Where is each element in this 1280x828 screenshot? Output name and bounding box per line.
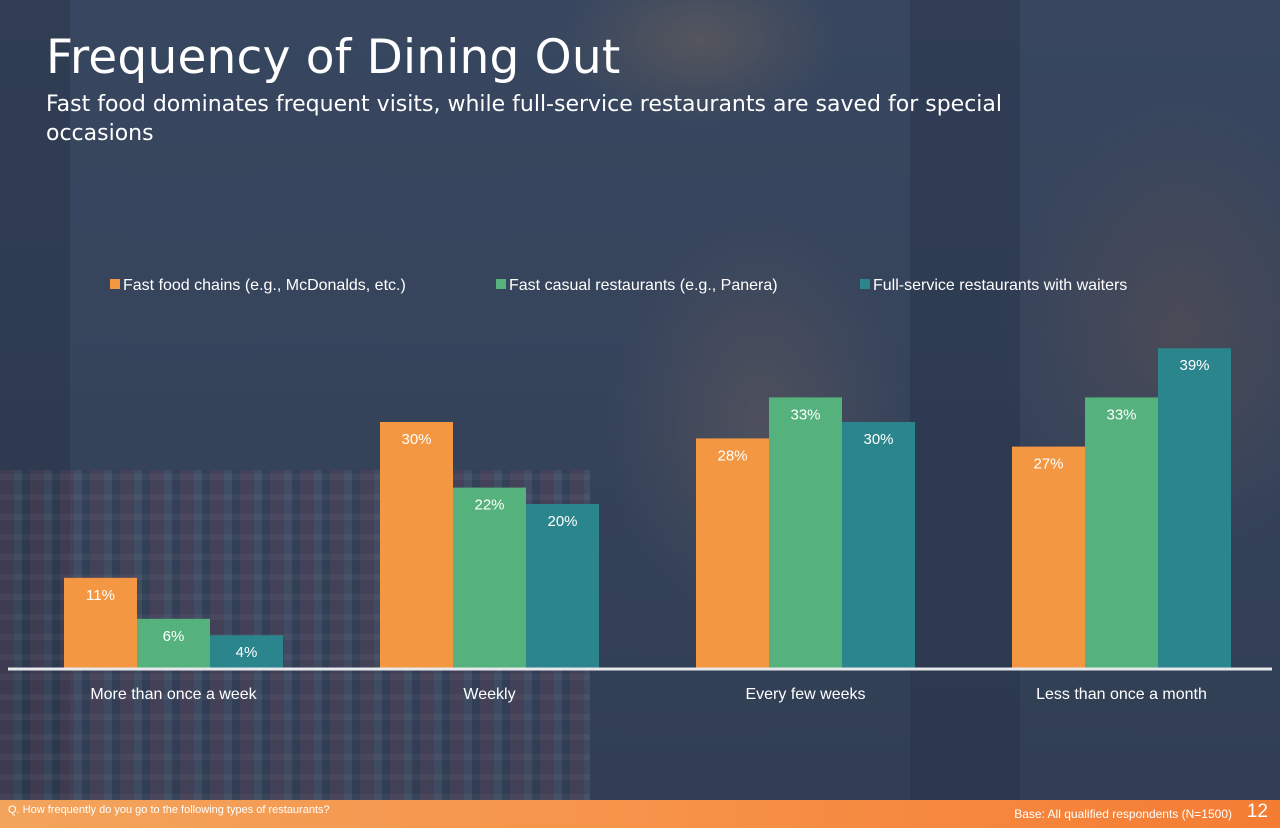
bar bbox=[137, 618, 210, 668]
bar bbox=[842, 422, 915, 668]
bar-value-label: 22% bbox=[474, 497, 504, 514]
survey-question: Q. How frequently do you go to the follo… bbox=[8, 804, 330, 816]
bar bbox=[210, 635, 283, 668]
bar bbox=[380, 422, 453, 668]
category-label: Weekly bbox=[463, 686, 515, 703]
bar-value-label: 6% bbox=[163, 628, 185, 645]
bar bbox=[1158, 348, 1231, 668]
bar-value-label: 33% bbox=[1106, 406, 1136, 423]
legend-label: Full-service restaurants with waiters bbox=[873, 277, 1127, 294]
slide-subtitle: Fast food dominates frequent visits, whi… bbox=[46, 92, 1002, 146]
bar bbox=[696, 438, 769, 668]
bar-chart: Fast food chains (e.g., McDonalds, etc.)… bbox=[8, 277, 1272, 703]
bar-value-label: 20% bbox=[547, 513, 577, 530]
bar-value-label: 33% bbox=[790, 406, 820, 423]
page-number: 12 bbox=[1246, 801, 1268, 822]
bar-value-label: 30% bbox=[863, 431, 893, 448]
bar-value-label: 28% bbox=[717, 447, 747, 464]
base-note: Base: All qualified respondents (N=1500) bbox=[1014, 807, 1232, 821]
bar bbox=[769, 397, 842, 668]
legend-label: Fast casual restaurants (e.g., Panera) bbox=[509, 277, 778, 294]
bar-value-label: 30% bbox=[401, 431, 431, 448]
footer-bar: Q. How frequently do you go to the follo… bbox=[0, 800, 1280, 828]
bar bbox=[453, 487, 526, 668]
bar bbox=[1012, 446, 1085, 668]
legend-swatch bbox=[496, 279, 506, 289]
category-label: Every few weeks bbox=[745, 686, 865, 703]
legend-label: Fast food chains (e.g., McDonalds, etc.) bbox=[123, 277, 406, 294]
bar bbox=[64, 577, 137, 668]
bar bbox=[526, 504, 599, 668]
category-label: More than once a week bbox=[90, 686, 257, 703]
legend-swatch bbox=[860, 279, 870, 289]
category-label: Less than once a month bbox=[1036, 686, 1207, 703]
bar-value-label: 27% bbox=[1033, 456, 1063, 473]
bar-value-label: 39% bbox=[1179, 357, 1209, 374]
bar bbox=[1085, 397, 1158, 668]
slide-title: Frequency of Dining Out bbox=[46, 30, 621, 85]
bar-value-label: 4% bbox=[236, 644, 258, 661]
legend-swatch bbox=[110, 279, 120, 289]
bar-value-label: 11% bbox=[86, 587, 115, 604]
